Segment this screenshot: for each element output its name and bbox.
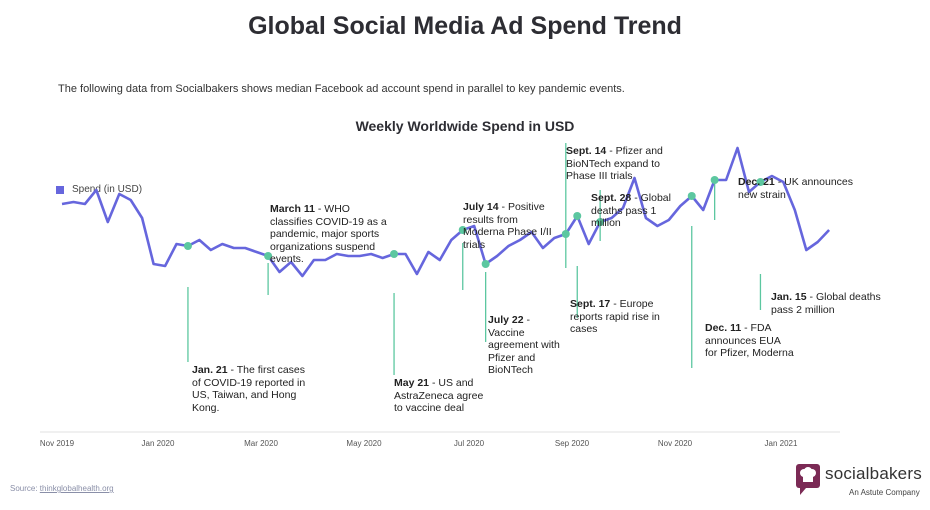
x-tick-label: Nov 2020: [658, 439, 693, 448]
annotation-body: - UK announces new strain: [738, 176, 853, 201]
event-marker: [573, 212, 582, 220]
annotation-body: - WHO classifies COVID-19 as a pandemic,…: [270, 203, 387, 265]
logo-name: socialbakers: [825, 464, 922, 483]
chart-title: Weekly Worldwide Spend in USD: [355, 118, 575, 134]
event-marker: [710, 176, 719, 184]
x-tick-label: Jan 2020: [142, 439, 175, 448]
annotation-date: Sept. 14: [566, 145, 607, 157]
source-note: Source: thinkglobalhealth.org: [10, 484, 114, 493]
annotation-date: July 14: [463, 201, 499, 213]
annotation-body: - Global deaths pass 1 million: [591, 192, 671, 229]
annotation-text: Dec. 21 - UK announces new strain: [738, 176, 853, 201]
annotation-date: Jan. 15: [771, 291, 807, 303]
x-tick-label: May 2020: [346, 439, 382, 448]
annotation-body: - Global deaths pass 2 million: [771, 291, 881, 316]
event-marker: [687, 192, 696, 200]
annotation-text: Dec. 11 - FDA announces EUA for Pfizer, …: [705, 322, 795, 360]
annotation-body: - Europe reports rapid rise in cases: [570, 298, 660, 335]
legend-label: Spend (in USD): [72, 184, 143, 195]
event-marker: [596, 218, 605, 226]
annotation-text: Jan. 21 - The first cases of COVID-19 re…: [192, 364, 312, 414]
annotation-body: - US and AstraZeneca agree to vaccine de…: [394, 377, 484, 414]
annotation-date: Sept. 28: [591, 192, 632, 204]
event-marker: [458, 226, 467, 234]
event-marker: [183, 242, 192, 250]
chef-hat-icon: [796, 464, 820, 495]
annotation-body: - The first cases of COVID-19 reported i…: [192, 364, 306, 414]
annotation-date: March 11: [270, 203, 315, 215]
x-tick-label: Nov 2019: [40, 439, 75, 448]
event-marker: [756, 178, 765, 186]
annotation-text: Sept. 14 - Pfizer and BioNTech expand to…: [566, 145, 666, 183]
page-title: Global Social Media Ad Spend Trend: [248, 12, 682, 40]
source-link[interactable]: thinkglobalhealth.org: [39, 484, 114, 493]
event-marker: [264, 252, 273, 260]
annotation-body: - Positive results from Moderna Phase I/…: [463, 201, 552, 251]
x-tick-label: Jul 2020: [454, 439, 485, 448]
annotation-text: July 14 - Positive results from Moderna …: [463, 201, 558, 251]
legend-swatch: [56, 185, 64, 194]
annotation-body: - Vaccine agreement with Pfizer and BioN…: [488, 314, 560, 376]
legend: Spend (in USD): [56, 184, 142, 195]
annotation-date: Sept. 17: [570, 298, 611, 310]
annotation-date: Jan. 21: [192, 364, 228, 376]
event-marker: [481, 260, 490, 268]
description: The following data from Socialbakers sho…: [58, 83, 625, 95]
x-tick-label: Mar 2020: [244, 439, 278, 448]
source-label: Source:: [10, 484, 40, 493]
annotation-date: Dec. 11: [705, 322, 742, 334]
x-tick-label: Jan 2021: [765, 439, 798, 448]
x-tick-label: Sep 2020: [555, 439, 590, 448]
annotation-text: March 11 - WHO classifies COVID-19 as a …: [270, 203, 395, 266]
annotation-text: July 22 - Vaccine agreement with Pfizer …: [488, 314, 563, 377]
event-marker: [561, 230, 570, 238]
annotation-text: Sept. 17 - Europe reports rapid rise in …: [570, 298, 680, 336]
annotation-date: July 22: [488, 314, 524, 326]
event-marker: [390, 250, 399, 258]
logo-tagline: An Astute Company: [849, 488, 920, 497]
annotation-date: Dec. 21: [738, 176, 775, 188]
annotation-text: Sept. 28 - Global deaths pass 1 million: [591, 192, 676, 230]
annotation-body: - Pfizer and BioNTech expand to Phase II…: [566, 145, 663, 182]
annotation-date: May 21: [394, 377, 430, 389]
annotation-text: Jan. 15 - Global deaths pass 2 million: [771, 291, 891, 316]
socialbakers-logo: socialbakers An Astute Company: [795, 462, 925, 502]
annotation-text: May 21 - US and AstraZeneca agree to vac…: [394, 377, 494, 415]
annotation-body: - FDA announces EUA for Pfizer, Moderna: [705, 322, 794, 359]
